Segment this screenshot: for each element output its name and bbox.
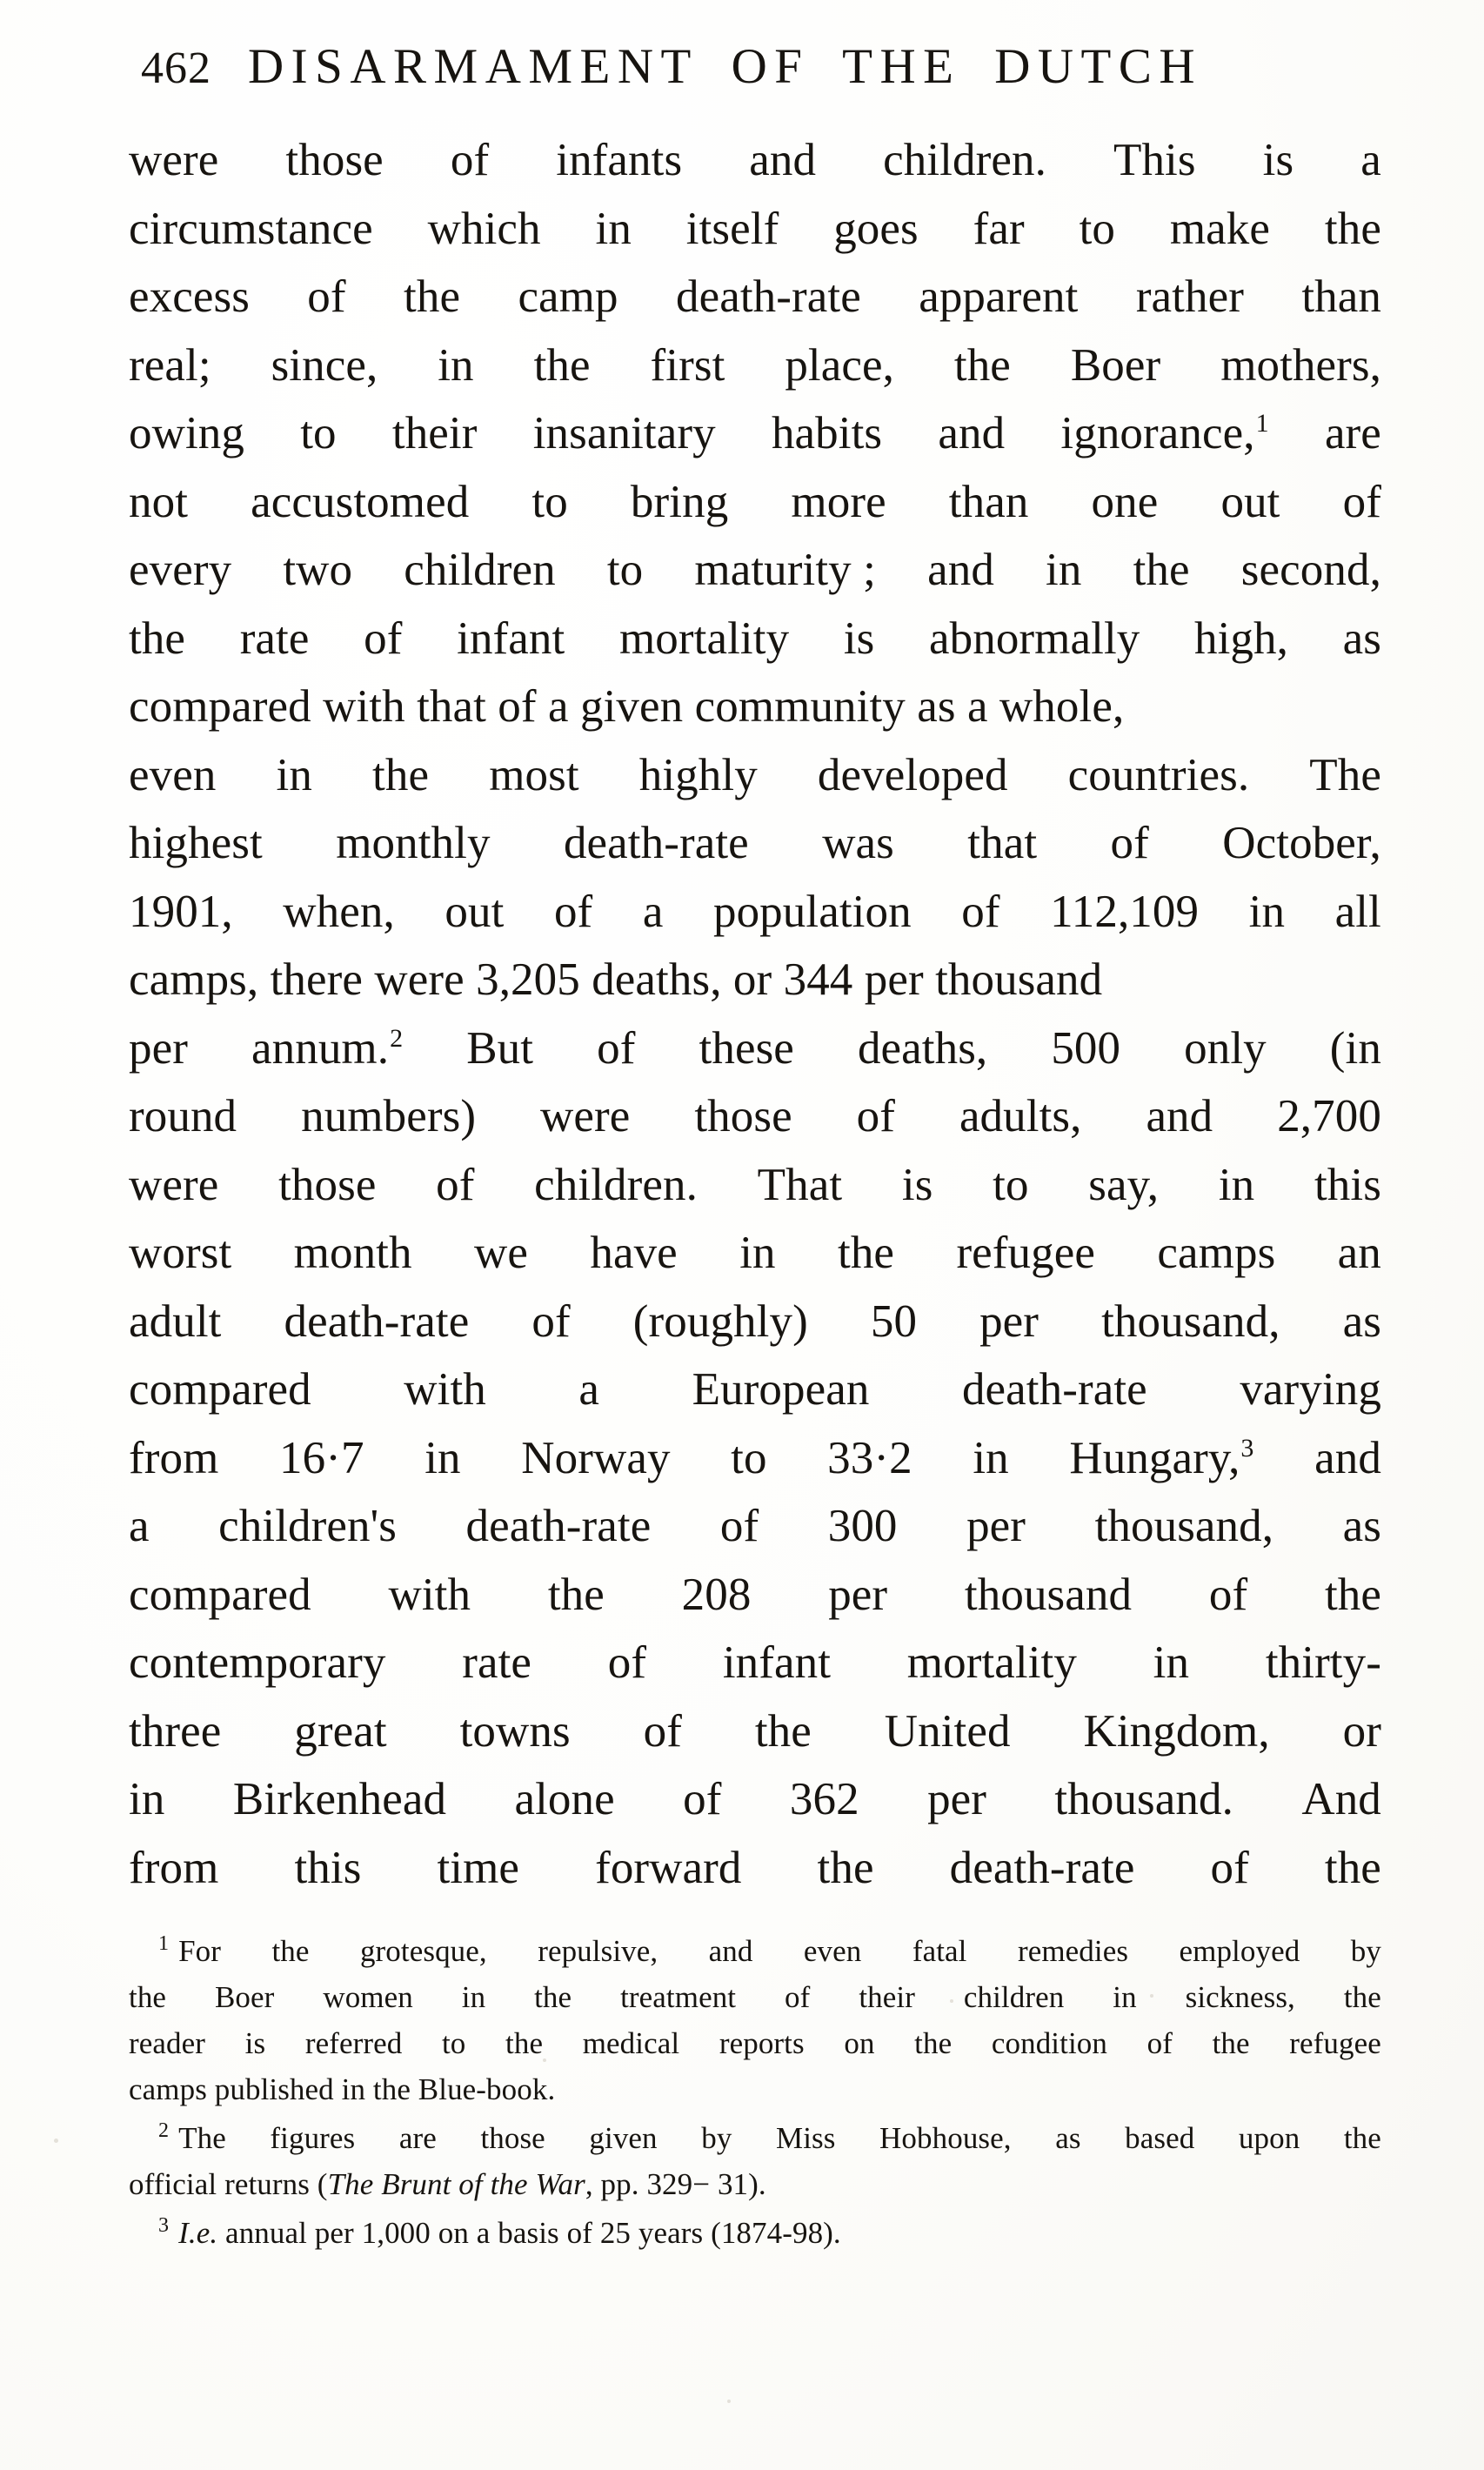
scan-speck [727, 2400, 731, 2403]
text-line: excess of the camp death-rate apparent rather t… [129, 271, 1381, 322]
scan-speck [543, 2058, 546, 2062]
ie-abbrev: I.e. [178, 2216, 218, 2250]
scan-speck [1150, 1994, 1153, 1998]
page-content: 462 DISARMAMENT OF THE DUTCH were those of… [129, 38, 1381, 2259]
text-line: owing to their insanitary habits and ignorance… [129, 399, 1381, 468]
footnote-3: 3 I.e. annual per 1,000 on a basis of 25 … [129, 2210, 1381, 2256]
text-line: round numbers) were those of adults, and 2,700 [129, 1091, 1381, 1141]
text-line: circumstance which in itself goes far to make th… [129, 203, 1381, 254]
footnote-1: 1 For the grotesque, repulsive, and even fatal r… [129, 1928, 1381, 2112]
text-line: highest monthly death-rate was that of October… [129, 818, 1381, 868]
text-line: every two children to maturity ; and in the seco… [129, 545, 1381, 595]
text-line: even in the most highly developed countries. Th… [129, 749, 1381, 800]
annum-with-footnote: annum.2 [251, 1022, 404, 1074]
cited-work-title: The Brunt of the War [327, 2167, 585, 2201]
running-head: 462 DISARMAMENT OF THE DUTCH [141, 38, 1381, 95]
footnote-ref-2[interactable]: 2 [390, 1023, 404, 1053]
text-line: from this time forward the death-rate of the [129, 1842, 1381, 1893]
text-line: compared with a European death-rate varying [129, 1364, 1381, 1415]
footnote-2-citation: official returns (The Brunt of the War, … [129, 2167, 766, 2201]
hungary-with-footnote: Hungary,3 [1069, 1432, 1254, 1483]
text-line: from 16·7 in Norway to 33·2 in Hungary,3 and [129, 1424, 1381, 1493]
text-line: a children's death-rate of 300 per thousand, as [129, 1501, 1381, 1551]
text-line: adult death-rate of (roughly) 50 per thousand,… [129, 1295, 1381, 1347]
text-line: compared with the 208 per thousand of the [129, 1569, 1381, 1620]
text-line: compared with that of a given community … [129, 681, 1125, 732]
footnote-line: 2 The figures are those given by Miss Hobhouse, a… [129, 2115, 1381, 2161]
body-paragraph: were those of infants and children. This is a ci… [129, 126, 1381, 1902]
body-text: were those of infants and children. This is a ci… [129, 126, 1381, 1902]
scan-speck [950, 1999, 953, 2003]
text-line: 1901, when, out of a population of 112,109 in all [129, 886, 1381, 937]
footnote-1-number-group: 1 For [158, 1932, 222, 1968]
text-line: the rate of infant mortality is abnormally high… [129, 612, 1381, 664]
text-line: were those of infants and children. This is a [129, 135, 1381, 185]
footnote-line: official returns (The Brunt of the War, … [129, 2161, 1381, 2207]
text-line: three great towns of the United Kingdom, or [129, 1705, 1381, 1757]
footnote-2: 2 The figures are those given by Miss Hobhouse, a… [129, 2115, 1381, 2207]
page-title: DISARMAMENT OF THE DUTCH [248, 39, 1203, 94]
text-line: contemporary rate of infant mortality in thirt… [129, 1637, 1381, 1688]
footnote-marker: 1 [158, 1932, 170, 1956]
page-number: 462 [141, 44, 211, 93]
footnote-marker: 2 [158, 2119, 170, 2143]
text-line: were those of children. That is to say, in this [129, 1159, 1381, 1210]
footnote-line: 1 For the grotesque, repulsive, and even fatal r… [129, 1928, 1381, 1974]
footnote-ref-1[interactable]: 1 [1255, 409, 1269, 438]
text-line: camps, there were 3,205 deaths, or 344 p… [129, 954, 1103, 1005]
ignorance-with-footnote: ignorance,1 [1060, 408, 1269, 459]
text-line: not accustomed to bring more than one out of [129, 476, 1381, 527]
footnote-line: camps published in the Blue-book. [129, 2072, 556, 2106]
footnote-line: the Boer women in the treatment of their childre… [129, 1980, 1381, 2014]
text-line: per annum.2 But of these deaths, 500 only (in [129, 1014, 1381, 1083]
text-line: real; since, in the first place, the Boer mother… [129, 339, 1381, 391]
footnotes: 1 For the grotesque, repulsive, and even fatal r… [129, 1928, 1381, 2256]
scan-speck [54, 2139, 58, 2143]
footnote-ref-3[interactable]: 3 [1240, 1433, 1254, 1463]
footnote-line: reader is referred to the medical reports on the… [129, 2026, 1381, 2060]
text-line: worst month we have in the refugee camps an [129, 1228, 1381, 1278]
footnote-2-number-group: 2 The [158, 2119, 226, 2155]
text-line: in Birkenhead alone of 362 per thousand. And [129, 1774, 1381, 1824]
footnote-marker: 3 [158, 2214, 170, 2238]
footnote-line: 3 I.e. annual per 1,000 on a basis of 25 … [129, 2210, 1381, 2256]
footnote-3-number-group: 3 I.e. annual per 1,000 on a basis of 25 … [158, 2214, 841, 2250]
